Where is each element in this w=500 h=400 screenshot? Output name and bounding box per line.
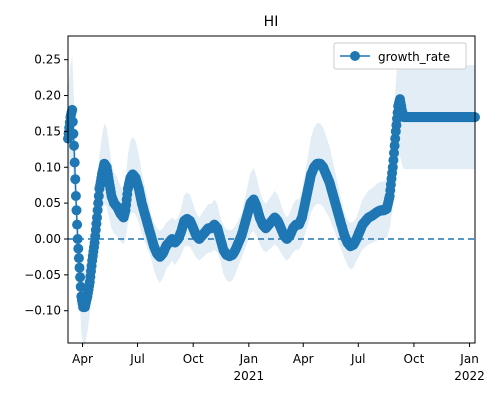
data-point [71, 205, 82, 216]
data-point [389, 147, 399, 158]
x-tick-label: Oct [183, 352, 204, 366]
data-point [75, 281, 86, 292]
data-point [73, 243, 84, 254]
x-tick-label: Oct [404, 352, 425, 366]
legend-label: growth_rate [378, 50, 450, 64]
legend-box [333, 42, 467, 70]
data-point [67, 104, 78, 115]
data-point [93, 191, 104, 201]
y-tick-label: 0.00 [34, 232, 61, 246]
x-tick-label: Jul [350, 352, 365, 366]
data-point [74, 262, 85, 273]
legend: growth_rate [333, 42, 467, 70]
x-tick-label: Apr [72, 352, 93, 366]
data-point [72, 219, 83, 230]
data-point [72, 234, 83, 244]
axes-frame [67, 35, 476, 344]
data-point [92, 205, 103, 216]
data-point [68, 128, 79, 139]
x-tick-year-label: 2021 [234, 369, 265, 383]
legend-marker [350, 51, 360, 61]
x-axis: Apr Jul Oct Jan 2021 Apr Jul Oct Jan 2022 [72, 343, 485, 383]
y-tick-label: 0.20 [34, 89, 61, 103]
x-tick-label: Jan [459, 352, 479, 366]
data-point [387, 162, 398, 173]
y-tick-label: 0.25 [34, 53, 61, 67]
x-tick-label: Jul [129, 352, 144, 366]
data-point [73, 253, 84, 264]
x-tick-year-label: 2022 [454, 369, 485, 383]
y-tick-label: −0.10 [24, 304, 61, 318]
data-point [92, 212, 102, 223]
y-tick-label: 0.10 [34, 160, 61, 174]
x-tick-label: Apr [293, 352, 314, 366]
y-tick-label: −0.05 [24, 268, 61, 282]
data-point [67, 116, 78, 127]
chart-title: HI [264, 14, 279, 30]
series-growth-rate [63, 94, 480, 313]
data-point [69, 157, 80, 168]
y-tick-label: 0.05 [34, 196, 61, 210]
data-point [69, 140, 79, 151]
data-point [390, 133, 401, 144]
data-point [388, 155, 399, 166]
y-tick-label: 0.15 [34, 124, 61, 138]
data-point [70, 174, 81, 185]
data-point [70, 191, 81, 201]
data-point [75, 272, 86, 283]
x-tick-label: Jan [239, 352, 259, 366]
y-axis: −0.10 −0.05 0.00 0.05 0.10 0.15 0.20 0.25 [24, 53, 68, 318]
